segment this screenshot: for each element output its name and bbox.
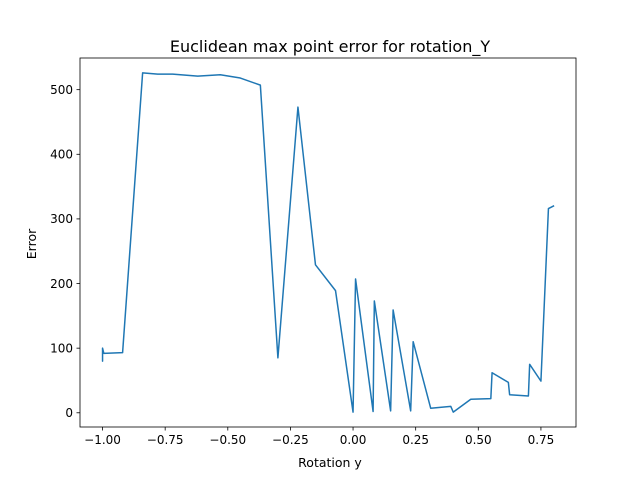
x-axis-label: Rotation y [298,455,362,470]
y-tick-label: 0 [65,406,73,420]
x-tick-label: −0.25 [272,433,309,447]
y-tick-label: 400 [50,148,73,162]
x-tick-label: 0.00 [340,433,367,447]
x-tick-label: −0.50 [209,433,246,447]
axes-frame [79,57,577,428]
chart-title: Euclidean max point error for rotation_Y [170,37,490,57]
plot-area: −1.00 −0.75 −0.50 −0.25 0.00 0.25 0.50 0.75 0 100… [50,57,577,447]
y-tick-label: 100 [50,341,73,355]
x-tick-label: 0.50 [465,433,492,447]
x-tick-label: 0.75 [528,433,555,447]
series-line-0 [101,72,555,413]
y-tick-label: 500 [50,83,73,97]
x-tick-label: −0.75 [147,433,184,447]
x-tick-label: 0.25 [402,433,429,447]
y-tick-label: 300 [50,212,73,226]
y-axis-label: Error [24,228,39,259]
y-tick-label: 200 [50,277,73,291]
x-tick-label: −1.00 [84,433,121,447]
